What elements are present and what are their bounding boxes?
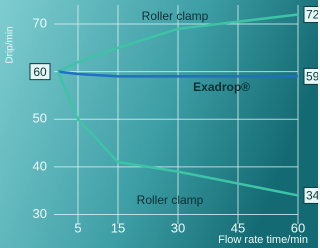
y-axis-label: Drip/min xyxy=(5,26,16,63)
y-tick-label: 40 xyxy=(33,158,47,173)
end-label: 59 xyxy=(306,70,318,84)
chart: Drip/min Flow rate time/min 30 40 50 60 70 5 1… xyxy=(0,0,318,248)
end-label: 34 xyxy=(306,189,318,203)
x-tick-label: 60 xyxy=(291,220,305,235)
x-tick-label: 30 xyxy=(171,220,185,235)
legend-label: Exadrop® xyxy=(193,80,250,94)
x-tick-label: 15 xyxy=(111,220,125,235)
page: Drip/min Flow rate time/min 30 40 50 60 70 5 1… xyxy=(0,0,320,248)
y-tick-label: 30 xyxy=(33,206,47,221)
background xyxy=(0,0,318,248)
legend-label: Roller clamp xyxy=(142,9,209,23)
end-label: 72 xyxy=(306,8,318,22)
y-tick-label: 50 xyxy=(33,111,47,126)
start-label: 60 xyxy=(33,65,47,79)
x-axis-label: Flow rate time/min xyxy=(218,234,308,246)
y-tick-label: 70 xyxy=(33,15,47,30)
x-tick-label: 5 xyxy=(74,220,81,235)
legend-label: Roller clamp xyxy=(137,193,204,207)
x-tick-label: 45 xyxy=(231,220,245,235)
